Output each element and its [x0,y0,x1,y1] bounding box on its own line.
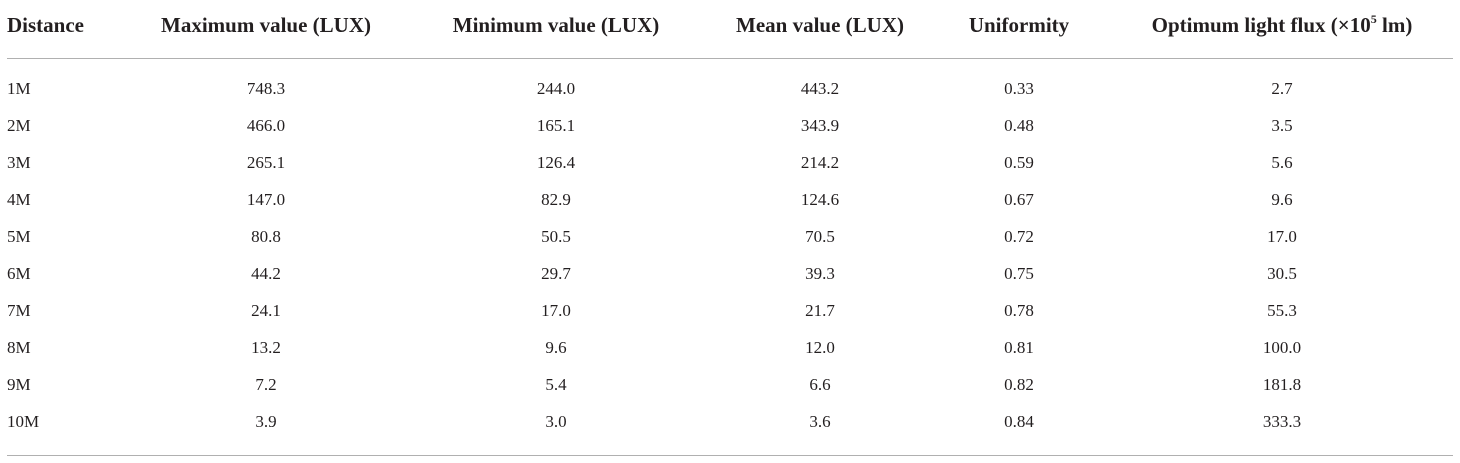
cell-maximum-value: 3.9 [255,412,277,431]
cell-distance: 1M [7,79,31,98]
cell-distance: 8M [7,338,31,357]
table-row: 1M 748.3 244.0 443.2 0.33 2.7 [0,70,1460,107]
table-row: 9M 7.2 5.4 6.6 0.82 181.8 [0,366,1460,403]
cell-minimum-value: 82.9 [541,190,571,209]
cell-mean-value: 70.5 [805,227,835,246]
cell-maximum-value: 265.1 [246,153,286,172]
cell-mean-value: 3.6 [809,412,831,431]
cell-minimum-value: 9.6 [545,338,567,357]
header-flux-prefix: Optimum light flux (×10 [1151,13,1371,37]
cell-optimum-light-flux: 17.0 [1267,227,1297,246]
cell-maximum-value: 24.1 [251,301,281,320]
cell-uniformity: 0.48 [1004,116,1034,135]
cell-optimum-light-flux: 100.0 [1262,338,1302,357]
cell-distance: 5M [7,227,31,246]
cell-mean-value: 21.7 [805,301,835,320]
cell-minimum-value: 3.0 [545,412,567,431]
cell-uniformity: 0.59 [1004,153,1034,172]
table-row: 3M 265.1 126.4 214.2 0.59 5.6 [0,144,1460,181]
header-flux-exponent: 5 [1370,12,1377,26]
cell-distance: 4M [7,190,31,209]
cell-distance: 6M [7,264,31,283]
header-maximum-value: Maximum value (LUX) [161,13,371,37]
header-minimum-value: Minimum value (LUX) [452,13,660,37]
cell-distance: 3M [7,153,31,172]
cell-minimum-value: 5.4 [545,375,567,394]
header-distance: Distance [7,13,84,37]
cell-maximum-value: 7.2 [255,375,277,394]
cell-optimum-light-flux: 55.3 [1267,301,1297,320]
table-row: 10M 3.9 3.0 3.6 0.84 333.3 [0,403,1460,440]
header-divider [7,58,1453,59]
cell-optimum-light-flux: 333.3 [1262,412,1302,431]
cell-distance: 2M [7,116,31,135]
table-bottom-rule [7,455,1453,456]
cell-optimum-light-flux: 181.8 [1262,375,1302,394]
cell-minimum-value: 50.5 [541,227,571,246]
cell-maximum-value: 44.2 [251,264,281,283]
cell-uniformity: 0.33 [1004,79,1034,98]
cell-maximum-value: 466.0 [246,116,286,135]
cell-optimum-light-flux: 3.5 [1271,116,1293,135]
cell-uniformity: 0.75 [1004,264,1034,283]
cell-optimum-light-flux: 9.6 [1271,190,1293,209]
table-row: 7M 24.1 17.0 21.7 0.78 55.3 [0,292,1460,329]
cell-minimum-value: 29.7 [541,264,571,283]
header-uniformity: Uniformity [968,13,1070,37]
cell-uniformity: 0.82 [1004,375,1034,394]
cell-mean-value: 12.0 [805,338,835,357]
cell-uniformity: 0.72 [1004,227,1034,246]
cell-mean-value: 443.2 [800,79,840,98]
table-row: 2M 466.0 165.1 343.9 0.48 3.5 [0,107,1460,144]
cell-maximum-value: 748.3 [246,79,286,98]
cell-optimum-light-flux: 2.7 [1271,79,1293,98]
cell-mean-value: 214.2 [800,153,840,172]
cell-maximum-value: 147.0 [246,190,286,209]
table-header-row: Distance Maximum value (LUX) Minimum val… [0,8,1460,42]
cell-distance: 9M [7,375,31,394]
table-row: 5M 80.8 50.5 70.5 0.72 17.0 [0,218,1460,255]
cell-uniformity: 0.78 [1004,301,1034,320]
cell-uniformity: 0.84 [1004,412,1034,431]
cell-minimum-value: 17.0 [541,301,571,320]
cell-mean-value: 39.3 [805,264,835,283]
cell-optimum-light-flux: 5.6 [1271,153,1293,172]
cell-distance: 10M [7,412,40,431]
cell-minimum-value: 126.4 [536,153,576,172]
cell-maximum-value: 80.8 [251,227,281,246]
cell-minimum-value: 165.1 [536,116,576,135]
cell-mean-value: 124.6 [800,190,840,209]
cell-optimum-light-flux: 30.5 [1267,264,1297,283]
table-row: 6M 44.2 29.7 39.3 0.75 30.5 [0,255,1460,292]
cell-uniformity: 0.67 [1004,190,1034,209]
cell-mean-value: 343.9 [800,116,840,135]
cell-maximum-value: 13.2 [251,338,281,357]
table-row: 8M 13.2 9.6 12.0 0.81 100.0 [0,329,1460,366]
cell-minimum-value: 244.0 [536,79,576,98]
header-optimum-light-flux: Optimum light flux (×105 lm) [1112,8,1452,42]
table-row: 4M 147.0 82.9 124.6 0.67 9.6 [0,181,1460,218]
cell-uniformity: 0.81 [1004,338,1034,357]
header-mean-value: Mean value (LUX) [736,13,904,37]
header-flux-suffix: lm) [1376,13,1413,37]
cell-mean-value: 6.6 [809,375,831,394]
table-body: 1M 748.3 244.0 443.2 0.33 2.7 2M 466.0 165.1 343.… [0,70,1460,440]
cell-distance: 7M [7,301,31,320]
